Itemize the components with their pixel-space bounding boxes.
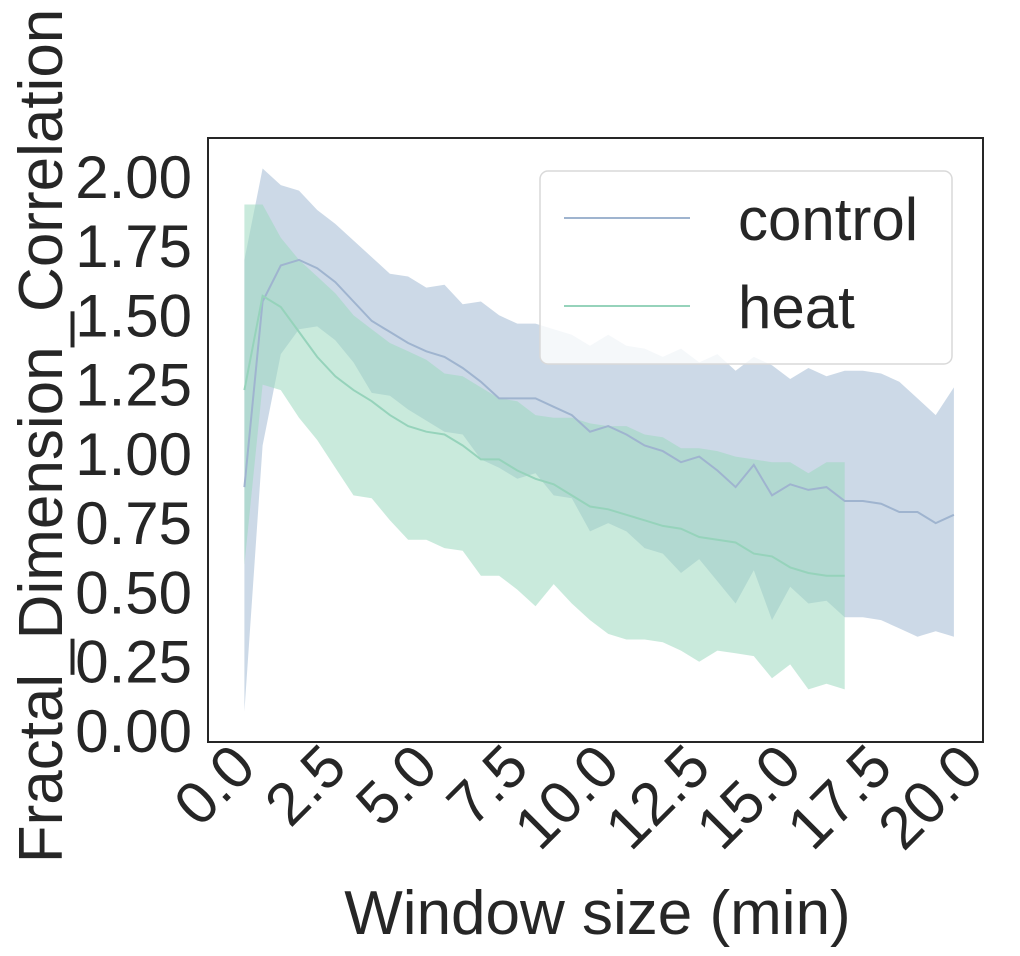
y-tick-label: 0.00 xyxy=(75,698,192,765)
y-axis-ticks: 0.000.250.500.751.001.251.501.752.00 xyxy=(75,144,192,765)
y-axis-label: Fractal_Dimension_Correlation xyxy=(7,9,76,864)
y-tick-label: 1.25 xyxy=(75,352,192,419)
legend: control heat xyxy=(540,171,952,364)
y-tick-label: 1.75 xyxy=(75,213,192,280)
x-axis-label: Window size (min) xyxy=(344,879,850,948)
control-legend-label: control xyxy=(738,186,918,253)
y-tick-label: 2.00 xyxy=(75,144,192,211)
heat-legend-label: heat xyxy=(738,274,855,341)
y-tick-label: 1.50 xyxy=(75,282,192,349)
y-tick-label: 0.75 xyxy=(75,490,192,557)
y-tick-label: 0.50 xyxy=(75,559,192,626)
y-tick-label: 0.25 xyxy=(75,629,192,696)
y-tick-label: 1.00 xyxy=(75,421,192,488)
